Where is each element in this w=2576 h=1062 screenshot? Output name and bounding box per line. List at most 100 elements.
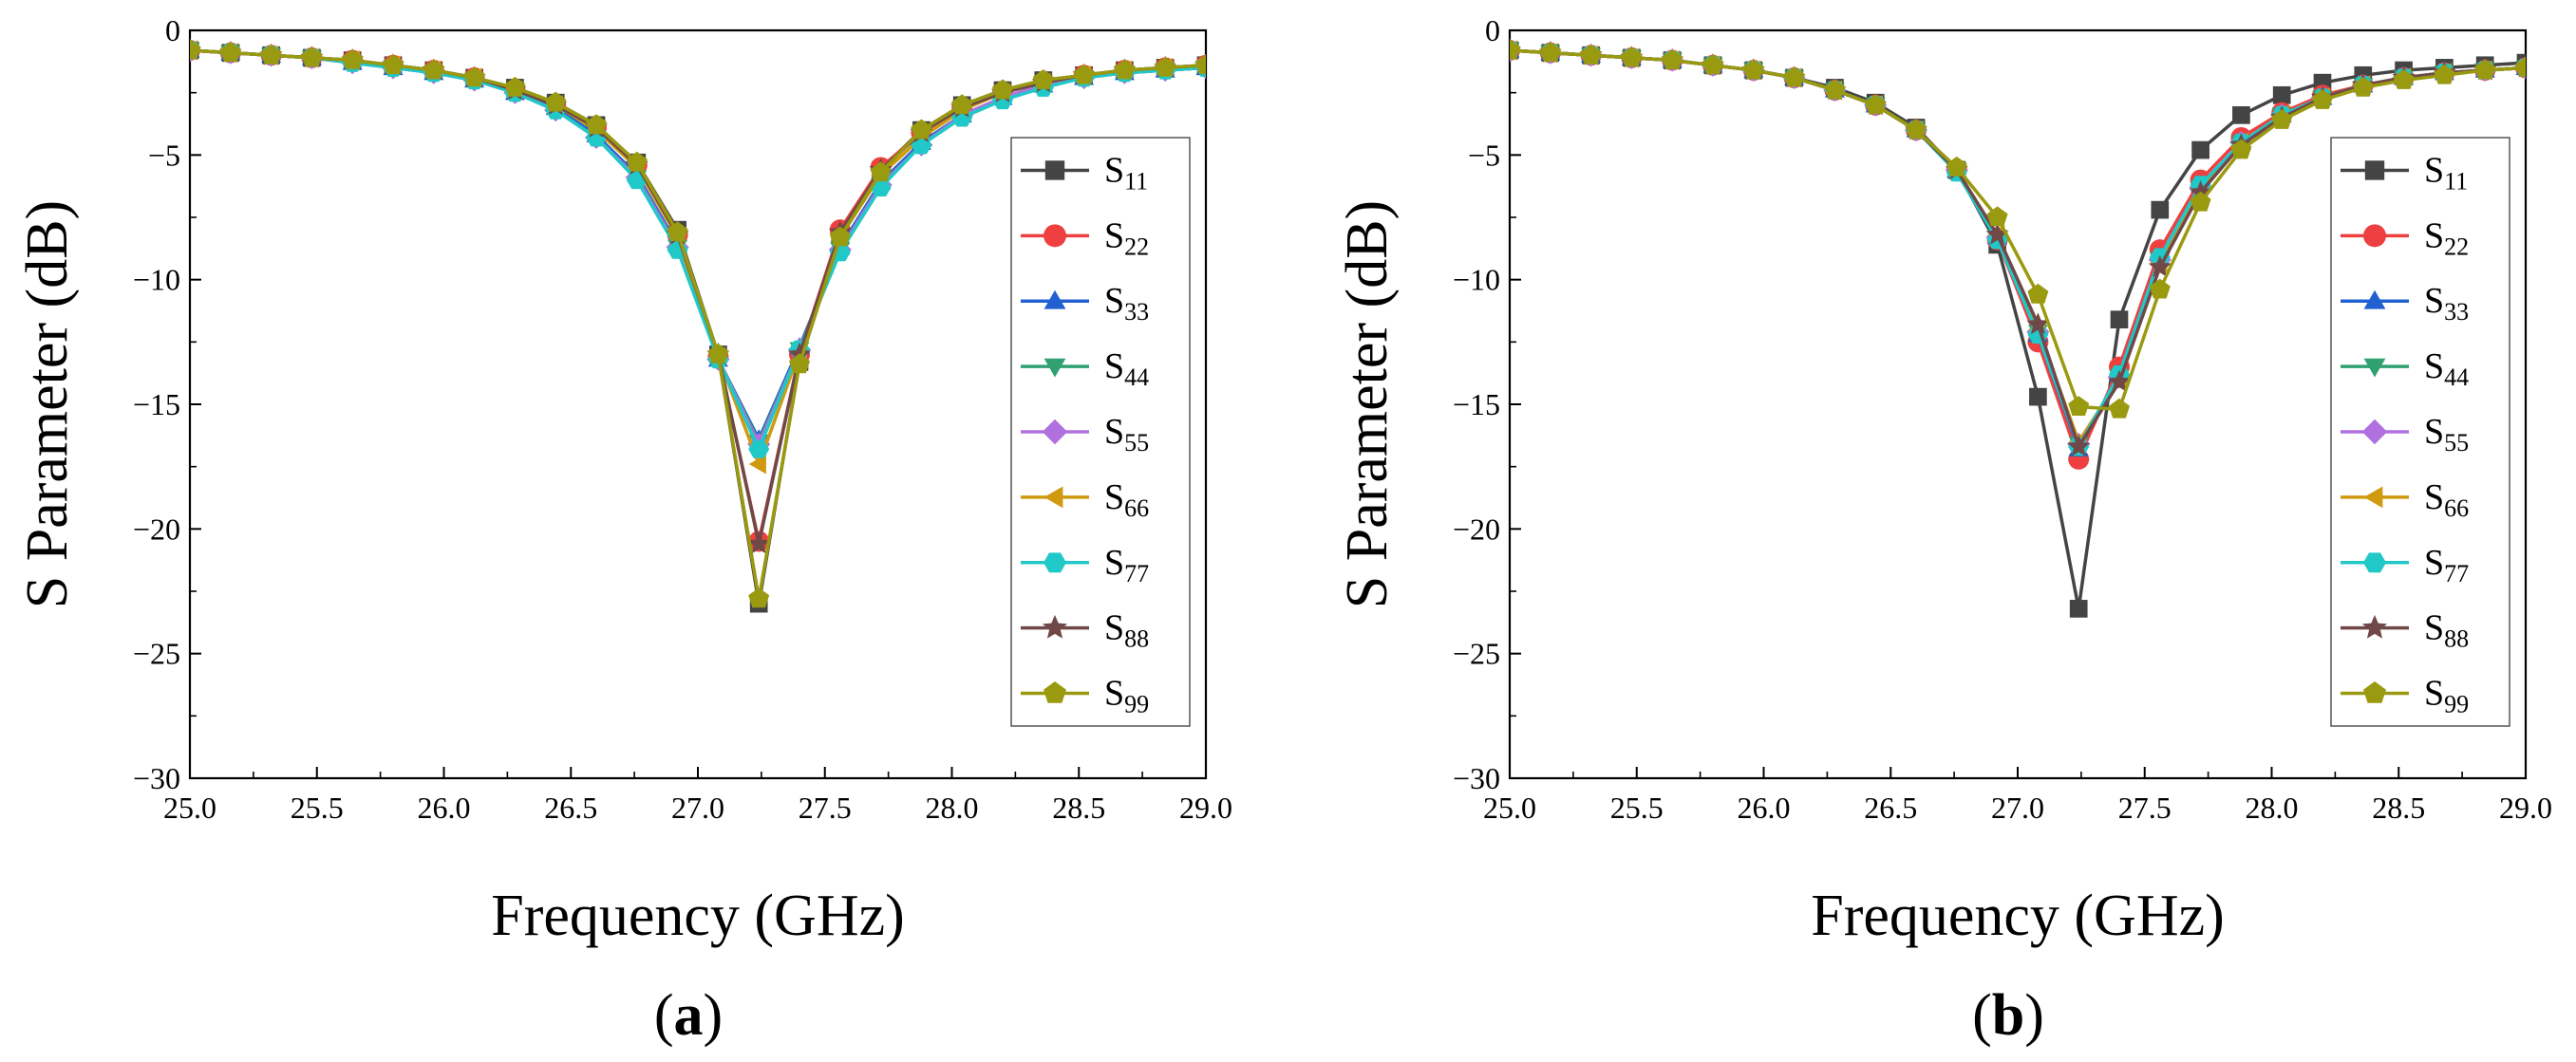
series-S99 <box>190 39 1206 608</box>
data-point-S99 <box>2352 76 2374 97</box>
y-axis-title: S Parameter (dB) <box>15 200 80 608</box>
data-point-S99 <box>1539 42 1561 62</box>
data-point-S99 <box>2109 398 2130 419</box>
data-point-S99 <box>2068 396 2090 416</box>
data-point-S99 <box>2474 59 2496 80</box>
x-tick-label: 28.5 <box>1052 791 1105 825</box>
x-tick-label: 25.5 <box>1610 791 1664 825</box>
data-point-S99 <box>2434 64 2455 84</box>
x-tick-label: 29.0 <box>2499 791 2552 825</box>
x-tick-label: 26.0 <box>1738 791 1791 825</box>
y-tick-label: −30 <box>1453 761 1500 795</box>
data-point-S11 <box>2029 387 2047 406</box>
y-tick-label: −5 <box>1468 138 1500 172</box>
data-point-S99 <box>1580 44 1602 65</box>
data-point-S99 <box>1114 59 1136 80</box>
legend-marker-S22 <box>2363 224 2386 248</box>
data-point-S99 <box>383 54 404 75</box>
data-point-S11 <box>2069 600 2088 618</box>
x-tick-label: 28.5 <box>2372 791 2425 825</box>
legend-marker-S77 <box>2363 552 2386 573</box>
panel-label: (a) <box>654 983 723 1048</box>
data-point-S99 <box>2271 109 2293 129</box>
data-point-S99 <box>951 94 973 115</box>
data-point-S88 <box>747 531 771 554</box>
data-point-S99 <box>1032 69 1054 89</box>
data-point-S66 <box>748 454 766 475</box>
data-point-S99 <box>1742 59 1764 80</box>
legend-marker-S99 <box>2363 681 2386 703</box>
data-point-S99 <box>911 119 932 140</box>
legend-marker-S11 <box>2364 160 2385 180</box>
data-point-S99 <box>423 59 444 80</box>
y-tick-label: −20 <box>133 512 180 546</box>
data-point-S99 <box>870 161 892 182</box>
data-point-S99 <box>219 42 241 62</box>
legend-marker-S88 <box>2361 614 2388 639</box>
data-point-S99 <box>301 47 323 67</box>
data-point-S99 <box>1155 56 1176 77</box>
data-point-S99 <box>829 226 851 247</box>
data-point-S99 <box>707 343 729 363</box>
data-point-S99 <box>1986 206 2008 227</box>
x-tick-label: 27.0 <box>1991 791 2044 825</box>
legend-marker-S44 <box>1044 358 1066 378</box>
panel-letter: b <box>1992 983 2024 1048</box>
data-point-S99 <box>342 49 364 69</box>
y-tick-label: 0 <box>165 13 180 47</box>
data-point-S99 <box>748 587 770 608</box>
legend-marker-S66 <box>2363 486 2383 509</box>
y-tick-label: −5 <box>148 138 180 172</box>
data-point-S99 <box>190 39 200 60</box>
panel-label: (b) <box>1972 983 2044 1048</box>
y-axis-title: S Parameter (dB) <box>1335 200 1400 608</box>
x-tick-label: 26.5 <box>1864 791 1917 825</box>
data-point-S88 <box>2067 435 2091 456</box>
data-point-S99 <box>667 221 688 242</box>
data-point-S99 <box>2393 69 2415 89</box>
data-point-S99 <box>2230 139 2252 159</box>
legend-marker-S33 <box>2363 289 2386 309</box>
y-tick-label: 0 <box>1485 13 1500 47</box>
x-tick-label: 26.5 <box>544 791 597 825</box>
data-point-S77 <box>748 439 770 458</box>
data-point-S99 <box>504 76 526 97</box>
chart-panel-a: 25.0 25.5 26.0 26.5 27.0 27.5 28.0 28.5 29.0 0 −5 −… <box>15 13 1232 1048</box>
data-point-S88 <box>2148 254 2172 277</box>
data-point-S99 <box>1906 119 1927 140</box>
chart-panel-b: 25.0 25.5 26.0 26.5 27.0 27.5 28.0 28.5 29.0 0 −5 −… <box>1335 13 2552 1048</box>
data-point-S11 <box>2110 310 2129 329</box>
data-point-S11 <box>2151 200 2170 219</box>
data-point-S99 <box>1783 66 1805 87</box>
y-tick-label: −15 <box>133 387 180 421</box>
data-point-S11 <box>2191 140 2209 159</box>
y-tick-label: −25 <box>133 637 180 671</box>
y-tick-label: −10 <box>133 263 180 297</box>
x-tick-label: 27.5 <box>799 791 852 825</box>
x-tick-label: 27.5 <box>2118 791 2172 825</box>
x-tick-label: 25.0 <box>163 791 216 825</box>
legend-marker-S77 <box>1044 552 1066 573</box>
data-point-S99 <box>2312 89 2333 109</box>
data-point-S99 <box>992 79 1013 100</box>
data-point-S99 <box>260 44 282 65</box>
x-axis-title: Frequency (GHz) <box>491 884 905 948</box>
x-axis-title: Frequency (GHz) <box>1811 884 2225 948</box>
legend-marker-S22 <box>1044 224 1066 248</box>
panel-letter: a <box>674 983 704 1048</box>
legend-marker-S11 <box>1044 160 1065 180</box>
data-point-S88 <box>1985 222 2009 245</box>
y-tick-label: −25 <box>1453 637 1500 671</box>
data-point-S99 <box>1824 79 1846 100</box>
data-point-S99 <box>545 91 567 112</box>
data-point-S99 <box>626 151 648 172</box>
data-point-S11 <box>2232 105 2250 124</box>
data-point-S88 <box>2108 369 2131 392</box>
legend-marker-S66 <box>1044 486 1063 509</box>
data-point-S99 <box>1702 54 1723 75</box>
legend-marker-S99 <box>1044 681 1066 703</box>
data-point-S99 <box>1662 49 1683 69</box>
data-point-S99 <box>463 66 485 87</box>
